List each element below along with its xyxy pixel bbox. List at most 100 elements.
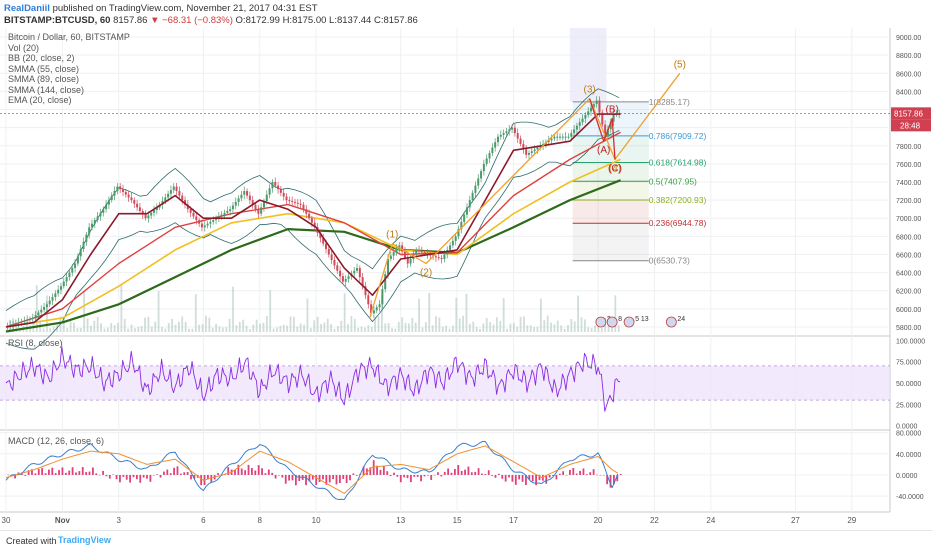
macd-histogram-bar bbox=[423, 474, 426, 477]
candle-body bbox=[223, 212, 226, 215]
time-tick-label: 29 bbox=[847, 516, 856, 525]
candle-body bbox=[203, 225, 206, 228]
candle-body bbox=[153, 210, 156, 213]
volume-bar bbox=[397, 321, 400, 332]
candle-body bbox=[513, 127, 516, 134]
candle-body bbox=[465, 207, 468, 215]
legend-smma89[interactable]: SMMA (89, close) bbox=[8, 74, 80, 84]
candle-body bbox=[401, 245, 404, 252]
abc-wave-label: (A) bbox=[597, 145, 610, 156]
candle-body bbox=[516, 133, 519, 139]
candle-body bbox=[392, 252, 395, 256]
candle-body bbox=[454, 236, 457, 241]
candle-body bbox=[195, 216, 198, 221]
volume-bar bbox=[560, 325, 563, 332]
candle-body bbox=[356, 268, 359, 271]
volume-bar bbox=[228, 318, 231, 332]
volume-bar bbox=[330, 324, 333, 332]
time-tick-label: 27 bbox=[791, 516, 800, 525]
candle-body bbox=[277, 185, 280, 190]
macd-histogram-bar bbox=[95, 473, 98, 475]
volume-bar bbox=[472, 321, 475, 332]
volume-bar bbox=[573, 321, 576, 332]
macd-histogram-bar bbox=[575, 473, 578, 475]
macd-histogram-bar bbox=[132, 474, 135, 478]
chart-canvas[interactable]: 9000.008800.008600.008400.008200.008000.… bbox=[0, 0, 932, 530]
candle-body bbox=[260, 207, 263, 214]
candle-body bbox=[226, 210, 229, 213]
rsi-tick-label: 75.0000 bbox=[896, 360, 921, 367]
volume-bar bbox=[147, 316, 150, 332]
smma55-line bbox=[5, 131, 621, 328]
candle-body bbox=[330, 254, 333, 260]
macd-histogram-bar bbox=[426, 474, 429, 476]
event-marker-label: 8 bbox=[618, 316, 622, 323]
macd-histogram-bar bbox=[467, 466, 470, 475]
countdown-label: 28:48 bbox=[900, 121, 921, 130]
volume-bar bbox=[29, 325, 31, 332]
macd-histogram-bar bbox=[24, 474, 27, 476]
volume-bar bbox=[502, 298, 505, 332]
macd-histogram-bar bbox=[487, 470, 490, 475]
fib-zone bbox=[572, 223, 649, 261]
candle-body bbox=[581, 118, 584, 123]
tradingview-logo[interactable]: TradingView bbox=[58, 535, 111, 545]
macd-histogram-bar bbox=[105, 474, 108, 477]
last-price-tag bbox=[891, 107, 931, 120]
volume-bar bbox=[343, 293, 346, 332]
candle-body bbox=[609, 121, 612, 130]
candle-body bbox=[370, 304, 373, 314]
legend-bb[interactable]: BB (20, close, 2) bbox=[8, 53, 75, 63]
time-tick-label: 3 bbox=[117, 516, 122, 525]
price-tick-label: 7800.00 bbox=[896, 144, 921, 151]
volume-bar bbox=[614, 295, 617, 332]
volume-bar bbox=[232, 286, 234, 332]
legend-smma144[interactable]: SMMA (144, close) bbox=[8, 84, 85, 95]
volume-bar bbox=[424, 322, 427, 332]
volume-bar bbox=[181, 316, 184, 332]
volume-bar bbox=[211, 327, 214, 332]
candle-body bbox=[519, 138, 522, 144]
volume-bar bbox=[73, 322, 75, 332]
volume-bar bbox=[174, 324, 177, 332]
candle-body bbox=[291, 201, 294, 203]
footer: Created with TradingView bbox=[0, 530, 932, 551]
candle-body bbox=[48, 300, 51, 305]
rsi-pane-title[interactable]: RSI (8, close) bbox=[8, 338, 63, 348]
volume-bar bbox=[188, 328, 190, 332]
macd-histogram-bar bbox=[251, 468, 253, 475]
candle-body bbox=[147, 215, 150, 219]
rsi-tick-label: 50.0000 bbox=[896, 381, 921, 388]
macd-pane-title[interactable]: MACD (12, 26, close, 6) bbox=[8, 436, 105, 446]
candle-body bbox=[570, 133, 573, 137]
last-price-label: 8157.86 bbox=[894, 109, 923, 118]
candle-body bbox=[324, 243, 327, 250]
macd-histogram-bar bbox=[541, 474, 544, 481]
legend-volume[interactable]: Vol (20) bbox=[8, 42, 40, 53]
volume-bar bbox=[140, 326, 143, 332]
author-link[interactable]: RealDaniil bbox=[4, 3, 50, 14]
legend-title[interactable]: Bitcoin / Dollar, 60, BITSTAMP bbox=[8, 32, 130, 42]
candle-body bbox=[313, 222, 316, 228]
candle-body bbox=[553, 136, 556, 139]
candle-body bbox=[559, 136, 562, 138]
legend-ema20[interactable]: EMA (20, close) bbox=[8, 95, 72, 105]
volume-bar bbox=[66, 327, 69, 332]
candle-body bbox=[423, 252, 426, 254]
volume-bar bbox=[360, 326, 363, 332]
macd-histogram-bar bbox=[271, 472, 274, 475]
volume-bar bbox=[269, 290, 272, 332]
volume-bar bbox=[336, 326, 339, 332]
candle-body bbox=[426, 253, 429, 255]
candle-body bbox=[333, 259, 336, 266]
legend-smma55[interactable]: SMMA (55, close) bbox=[8, 63, 80, 74]
volume-bar bbox=[482, 323, 485, 332]
volume-bar bbox=[563, 328, 566, 332]
candle-body bbox=[293, 201, 296, 203]
macd-histogram-bar bbox=[585, 474, 588, 475]
volume-bar bbox=[154, 321, 157, 332]
macd-histogram-bar bbox=[81, 467, 84, 475]
macd-histogram-bar bbox=[342, 474, 345, 479]
volume-bar bbox=[611, 324, 613, 332]
volume-bar bbox=[377, 316, 380, 332]
